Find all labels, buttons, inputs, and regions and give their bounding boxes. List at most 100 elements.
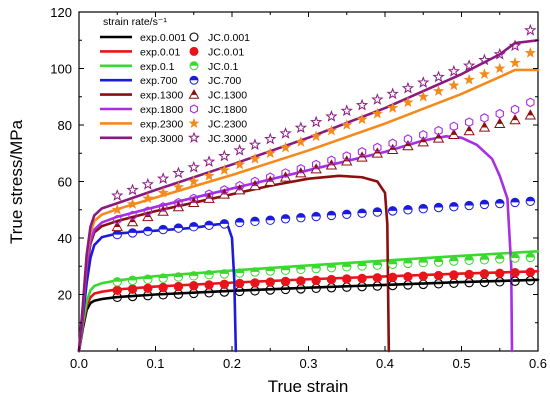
data-point: [403, 272, 413, 282]
x-tick-label: 0.6: [529, 356, 547, 371]
data-point: [204, 280, 214, 290]
data-point: [249, 152, 261, 164]
data-point: [510, 253, 520, 263]
data-point: [309, 115, 323, 128]
data-point: [265, 215, 275, 225]
data-point: [250, 176, 260, 187]
y-tick-label: 80: [58, 118, 72, 133]
data-point: [113, 214, 122, 225]
data-point: [464, 269, 474, 280]
series-layer: [77, 23, 540, 353]
data-point: [342, 262, 352, 272]
data-point: [432, 132, 445, 143]
data-point: [235, 180, 244, 191]
data-point: [189, 193, 198, 204]
data-point: [356, 151, 368, 162]
y-tick-label: 60: [58, 175, 72, 190]
data-point: [296, 276, 306, 286]
series-line-exp-1800: [77, 135, 514, 353]
data-point: [279, 126, 292, 139]
data-point: [386, 87, 399, 100]
series-markers-jc-0-01: [112, 267, 536, 295]
data-point: [311, 159, 321, 170]
data-point: [327, 155, 336, 166]
data-point: [371, 107, 383, 119]
x-tick-label: 0.0: [70, 356, 88, 371]
data-point: [495, 198, 505, 209]
data-point: [187, 160, 200, 173]
data-point: [418, 203, 428, 214]
data-point: [479, 199, 490, 210]
data-point: [464, 200, 474, 211]
data-point: [373, 142, 382, 153]
data-point: [418, 271, 428, 281]
data-point: [294, 121, 308, 134]
data-point: [478, 53, 491, 66]
data-point: [326, 274, 337, 285]
legend-label-jc-700: JC.700: [208, 75, 241, 87]
data-point: [357, 261, 367, 271]
data-point: [204, 189, 214, 200]
data-point: [280, 214, 291, 224]
legend-label-jc-3000: JC.3000: [208, 133, 247, 145]
data-point: [524, 23, 537, 36]
data-point: [388, 138, 397, 149]
data-point: [204, 220, 214, 230]
data-point: [510, 197, 520, 208]
data-point: [325, 110, 338, 122]
data-point: [372, 207, 383, 217]
data-point: [495, 108, 504, 119]
data-point: [218, 149, 231, 162]
data-point: [219, 269, 230, 279]
data-point: [296, 264, 306, 275]
legend-label-exp-0-01: exp.0.01: [140, 46, 180, 58]
data-point: [311, 211, 321, 222]
data-point: [525, 196, 536, 206]
data-point: [280, 265, 291, 275]
data-point: [310, 130, 322, 142]
data-point: [127, 228, 138, 238]
data-point: [143, 283, 153, 293]
legend-label-exp-2300: exp.2300: [140, 118, 183, 130]
data-point: [464, 255, 474, 266]
data-point: [432, 85, 445, 96]
data-point: [402, 96, 414, 108]
data-point: [112, 285, 122, 295]
data-point: [280, 276, 291, 287]
legend-label-exp-3000: exp.3000: [140, 133, 183, 145]
data-point: [342, 274, 352, 284]
data-point: [355, 98, 369, 111]
data-point: [189, 281, 199, 291]
data-point: [509, 56, 521, 68]
legend-label-jc-2300: JC.2300: [208, 118, 247, 130]
data-point: [449, 201, 459, 212]
data-point: [189, 222, 199, 232]
data-point: [387, 102, 399, 113]
data-point: [234, 158, 246, 170]
series-markers-jc-0-1: [112, 252, 536, 287]
data-point: [340, 104, 353, 117]
data-point: [143, 206, 153, 216]
data-point: [279, 141, 292, 153]
data-point: [203, 169, 215, 181]
series-markers-jc-3000: [111, 23, 537, 201]
data-point: [158, 273, 168, 283]
data-point: [173, 223, 184, 233]
data-point: [157, 186, 169, 198]
data-point: [250, 278, 260, 288]
legend-label-exp-700: exp.700: [140, 75, 178, 87]
data-point: [387, 259, 398, 269]
data-point: [495, 254, 505, 264]
data-point: [449, 121, 459, 132]
legend-label-jc-1300: JC.1300: [208, 90, 247, 102]
data-point: [509, 114, 521, 125]
data-point: [510, 104, 520, 115]
data-point: [447, 64, 461, 77]
y-axis-title: True stress/MPa: [7, 119, 26, 244]
data-point: [524, 109, 537, 120]
data-point: [248, 138, 262, 151]
data-point: [174, 197, 183, 208]
x-tick-label: 0.4: [376, 356, 394, 371]
x-axis-title: True strain: [268, 377, 349, 396]
